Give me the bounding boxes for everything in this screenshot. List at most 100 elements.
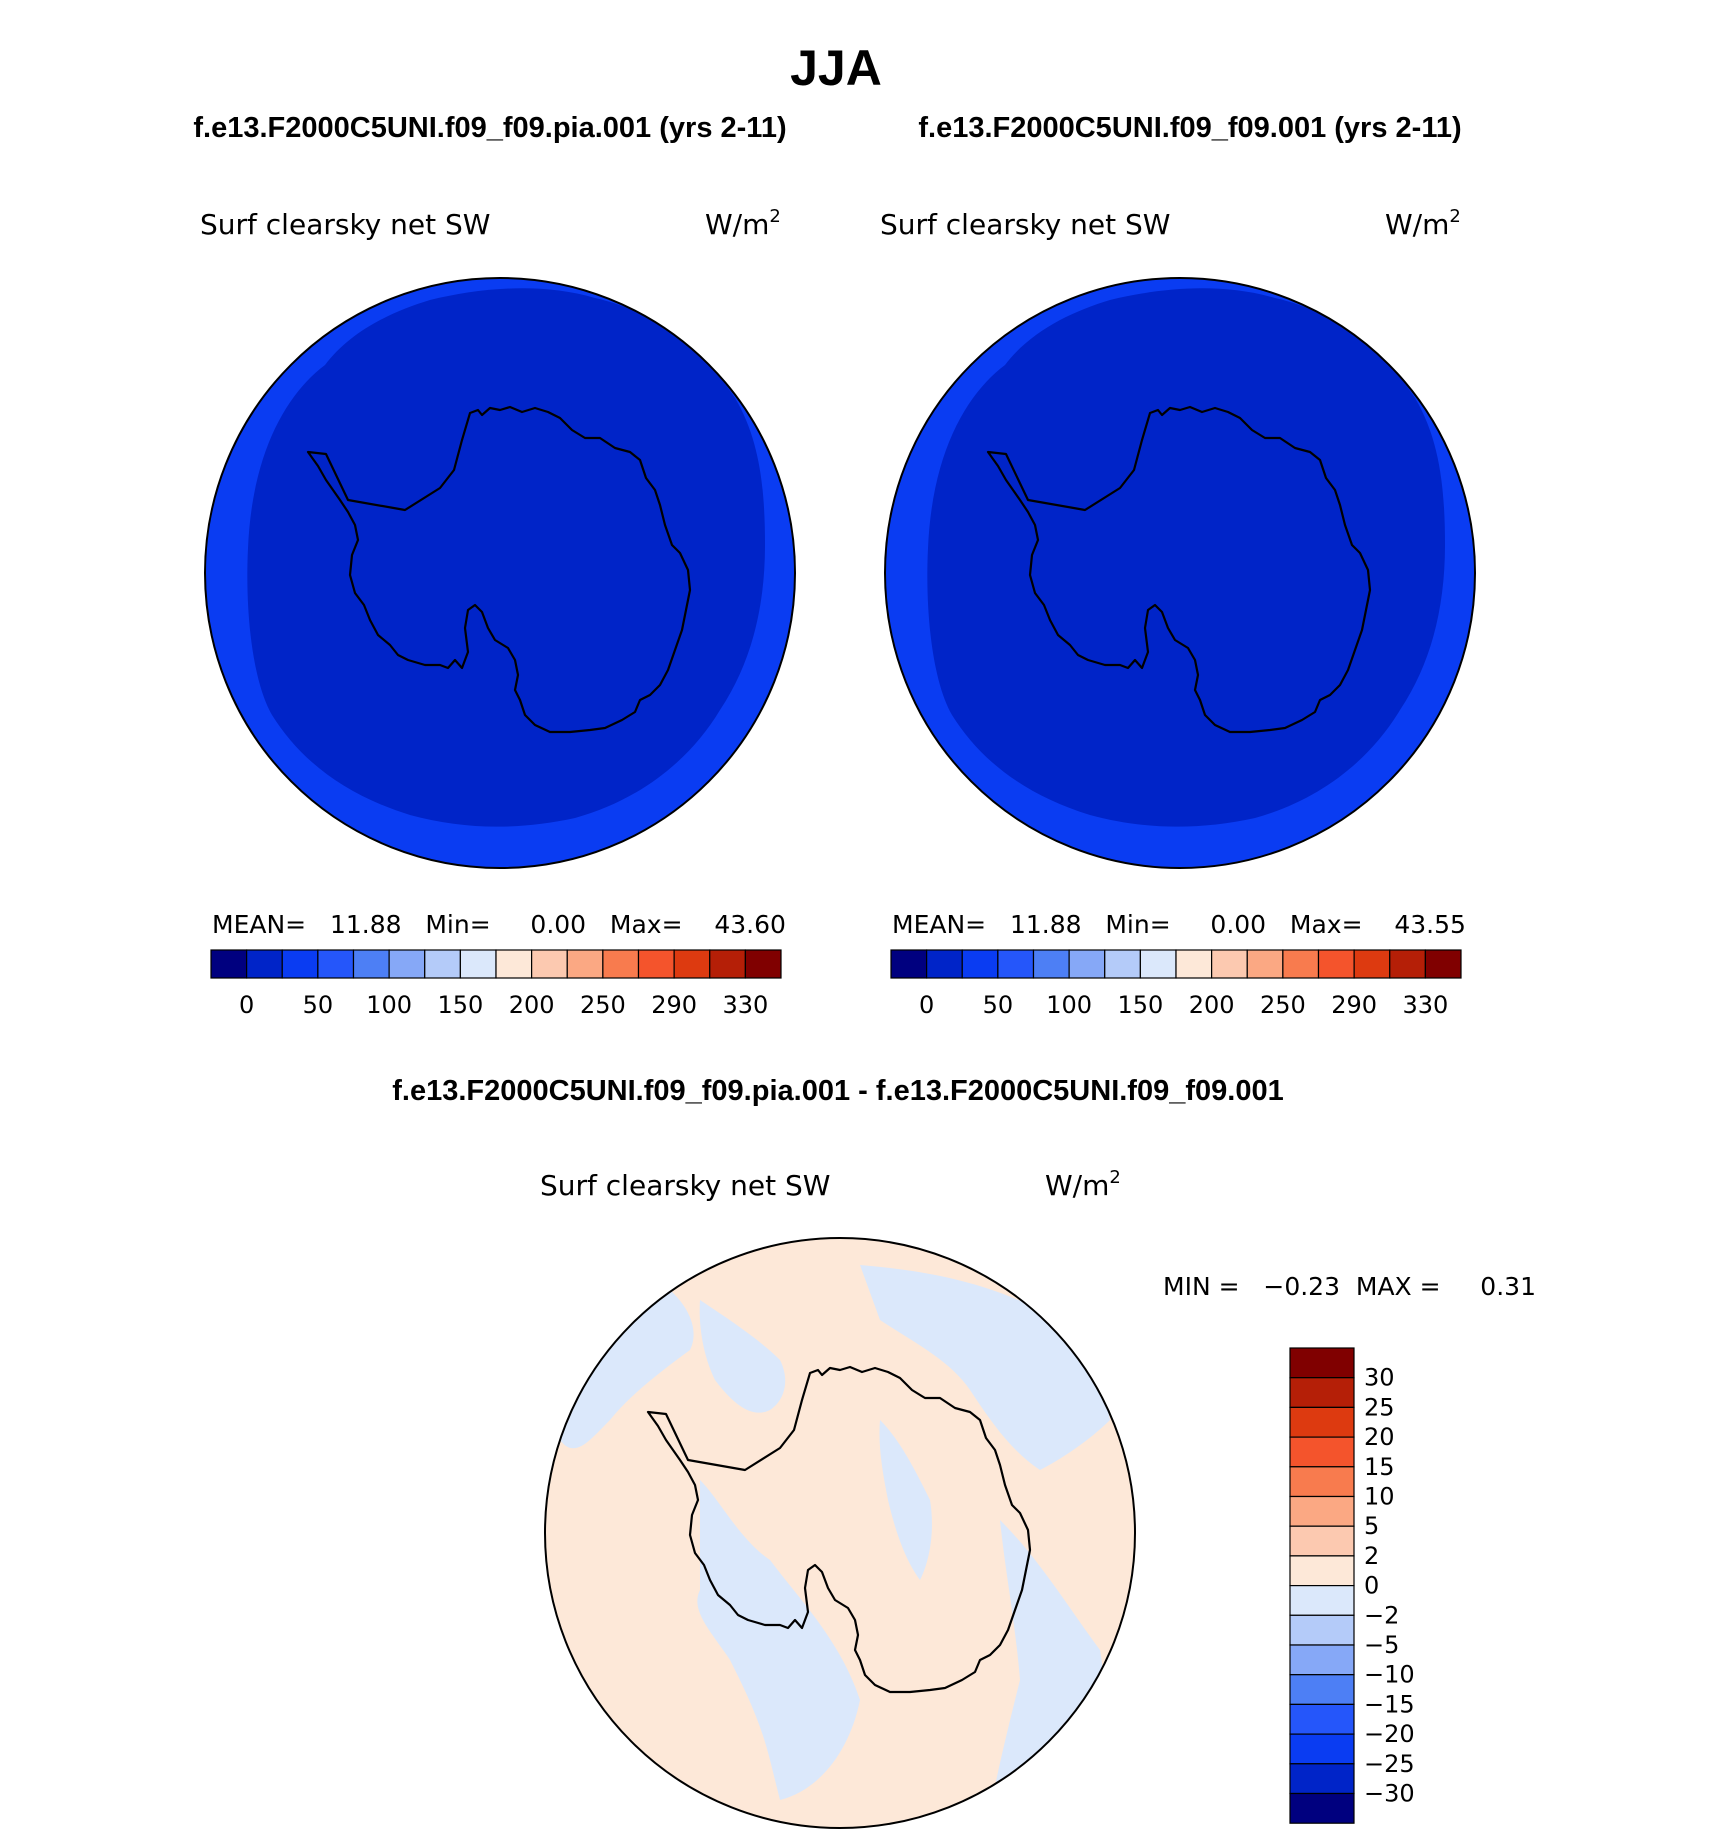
colorbar-tick-label: 25 [1364, 1393, 1395, 1421]
panel-left-colorbar [210, 949, 782, 979]
colorbar-tick-label: 100 [1046, 991, 1092, 1019]
panel-left: Surf clearsky net SW W/m2 MEAN= 11.88 Mi… [200, 206, 796, 1019]
colorbar-swatch [388, 949, 426, 979]
colorbar-tick-label: 100 [366, 991, 412, 1019]
figure-title: JJA [790, 40, 882, 96]
panel-diff-units-exp: 2 [1109, 1167, 1120, 1188]
colorbar-swatch [1282, 949, 1320, 979]
colorbar-tick-label: 330 [722, 991, 768, 1019]
colorbar-swatch [1289, 1525, 1355, 1557]
colorbar-swatch [637, 949, 675, 979]
colorbar-swatch [1289, 1495, 1355, 1527]
colorbar-tick-label: 0 [1364, 1572, 1379, 1600]
colorbar-swatch [1289, 1644, 1355, 1676]
colorbar-tick-label: 200 [509, 991, 555, 1019]
panel-diff-map [544, 1237, 1136, 1829]
panel-left-units-exp: 2 [769, 206, 780, 227]
colorbar-swatch [281, 949, 319, 979]
colorbar-swatch [1289, 1584, 1355, 1616]
map-boundary [884, 277, 1476, 869]
panel-diff-colorbar [1289, 1347, 1355, 1824]
colorbar-swatch [1289, 1792, 1355, 1824]
panel-left-map [204, 277, 796, 869]
colorbar-tick-label: −25 [1364, 1750, 1415, 1778]
colorbar-swatch [1289, 1763, 1355, 1795]
colorbar-swatch [1289, 1466, 1355, 1498]
colorbar-swatch [210, 949, 248, 979]
panel-right-stats: MEAN= 11.88 Min= 0.00 Max= 43.55 [892, 910, 1466, 939]
panel-right: Surf clearsky net SW W/m2 MEAN= 11.88 Mi… [880, 206, 1476, 1019]
panel-right-title: f.e13.F2000C5UNI.f09_f09.001 (yrs 2-11) [918, 112, 1461, 144]
colorbar-swatch [1289, 1555, 1355, 1587]
colorbar-swatch [1175, 949, 1213, 979]
colorbar-swatch [673, 949, 711, 979]
colorbar-tick-label: −15 [1364, 1690, 1415, 1718]
colorbar-tick-label: −20 [1364, 1720, 1415, 1748]
negative-region-east [879, 1420, 932, 1580]
colorbar-swatch [531, 949, 568, 979]
colorbar-swatch [1289, 1436, 1355, 1468]
colorbar-swatch [709, 949, 746, 979]
colorbar-swatch [602, 949, 640, 979]
map-boundary [204, 277, 796, 869]
panel-right-colorbar [890, 949, 1462, 979]
colorbar-tick-label: −10 [1364, 1661, 1415, 1689]
colorbar-tick-label: 0 [919, 991, 934, 1019]
panel-diff-stats: MIN = −0.23 MAX = 0.31 [1163, 1272, 1536, 1301]
colorbar-tick-label: 10 [1364, 1483, 1395, 1511]
colorbar-tick-label: 250 [580, 991, 626, 1019]
colorbar-swatch [246, 949, 283, 979]
colorbar-swatch [1211, 949, 1248, 979]
panel-right-colorbar-ticks: 0 50 100 150 200 250 290 330 [919, 991, 1448, 1019]
colorbar-tick-label: −2 [1364, 1601, 1399, 1629]
colorbar-tick-label: 150 [1117, 991, 1163, 1019]
colorbar-swatch [997, 949, 1035, 979]
colorbar-swatch [1317, 949, 1355, 979]
colorbar-swatch [1139, 949, 1177, 979]
colorbar-swatch [926, 949, 963, 979]
panel-left-variable: Surf clearsky net SW [200, 208, 490, 241]
colorbar-swatch [1389, 949, 1426, 979]
panel-diff-variable: Surf clearsky net SW [540, 1169, 830, 1202]
colorbar-swatch [961, 949, 999, 979]
colorbar-swatch [1289, 1377, 1355, 1408]
colorbar-swatch [1068, 949, 1106, 979]
colorbar-swatch [424, 949, 461, 979]
colorbar-swatch [495, 949, 533, 979]
colorbar-tick-label: 15 [1364, 1453, 1395, 1481]
colorbar-swatch [1289, 1703, 1355, 1735]
panel-diff-units: W/m2 [1045, 1167, 1121, 1202]
colorbar-tick-label: 330 [1402, 991, 1448, 1019]
panel-left-units-base: W/m [705, 208, 769, 241]
panel-right-units: W/m2 [1385, 206, 1461, 241]
panel-right-map [884, 277, 1476, 869]
panel-right-variable: Surf clearsky net SW [880, 208, 1170, 241]
map-boundary [544, 1237, 1136, 1829]
colorbar-tick-label: 150 [437, 991, 483, 1019]
colorbar-swatch [890, 949, 928, 979]
colorbar-swatch [1289, 1674, 1355, 1705]
colorbar-swatch [459, 949, 497, 979]
negative-region-weddell [699, 1300, 786, 1413]
colorbar-tick-label: −5 [1364, 1631, 1399, 1659]
panel-right-units-exp: 2 [1449, 206, 1460, 227]
panel-diff-units-base: W/m [1045, 1169, 1109, 1202]
panel-left-units: W/m2 [705, 206, 781, 241]
colorbar-swatch [1032, 949, 1070, 979]
ocean-fill-region [247, 288, 766, 827]
colorbar-tick-label: 5 [1364, 1512, 1379, 1540]
panel-left-title: f.e13.F2000C5UNI.f09_f09.pia.001 (yrs 2-… [193, 112, 786, 144]
colorbar-tick-label: 290 [1331, 991, 1377, 1019]
colorbar-tick-label: −30 [1364, 1780, 1415, 1808]
colorbar-tick-label: 290 [651, 991, 697, 1019]
panel-diff: Surf clearsky net SW W/m2 MIN = −0.23 MA… [540, 1167, 1536, 1829]
colorbar-swatch [1246, 949, 1284, 979]
ocean-fill-region [927, 288, 1445, 827]
colorbar-swatch [566, 949, 604, 979]
colorbar-swatch [1289, 1733, 1355, 1765]
colorbar-swatch [1289, 1406, 1355, 1438]
colorbar-tick-label: 250 [1260, 991, 1306, 1019]
colorbar-tick-label: 50 [983, 991, 1014, 1019]
